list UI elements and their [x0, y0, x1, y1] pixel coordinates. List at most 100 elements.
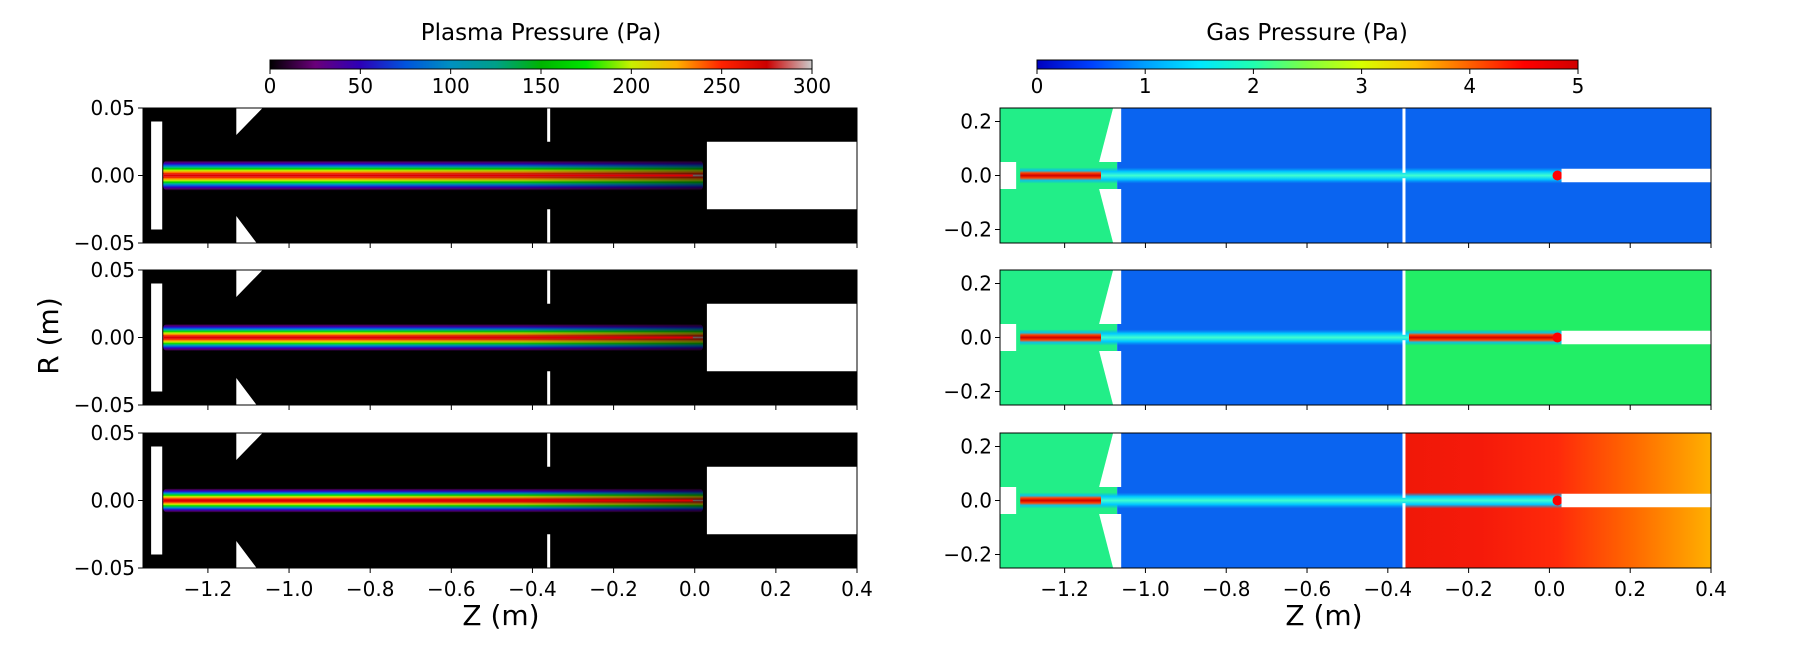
gas-ytick-label: 0.0	[960, 489, 992, 513]
gas-divider-lower	[1402, 340, 1406, 405]
gas-ytick-label: 0.2	[960, 110, 992, 134]
plasma-electrode	[151, 283, 163, 392]
gas-divider-lower	[1402, 178, 1406, 243]
gas-divider-upper	[1402, 108, 1406, 173]
plasma-divider-upper	[547, 433, 551, 467]
plasma-divider-lower	[547, 534, 551, 568]
plasma-xlabel: Z (m)	[462, 599, 539, 632]
gas-xtick-label: 0.4	[1695, 577, 1727, 601]
gas-ytick-label: −0.2	[943, 380, 992, 404]
plasma-target	[706, 466, 857, 535]
plasma-ytick-label: 0.00	[90, 489, 135, 513]
gas-ytick-label: 0.0	[960, 164, 992, 188]
gas-nozzle-lower	[1099, 514, 1122, 568]
plasma-ytick-label: 0.05	[90, 258, 135, 282]
plasma-colorbar-tick-label: 200	[612, 74, 650, 98]
gas-xtick-label: 0.2	[1614, 577, 1646, 601]
gas-stream	[1020, 167, 1562, 184]
gas-hot-spot	[1552, 332, 1563, 343]
gas-xtick-label: −0.2	[1444, 577, 1493, 601]
gas-ytick-label: 0.0	[960, 326, 992, 350]
plasma-colorbar	[269, 59, 813, 70]
gas-column: 0 1 2 3 4 5 −0.2 0.0 0.2 −0.2 0.0 0.2 −0.2 0.0 0.2 −1.2…	[943, 59, 1727, 601]
gas-colorbar-tick-label: 1	[1139, 74, 1152, 98]
plasma-xtick-label: −0.8	[346, 577, 395, 601]
plasma-target	[706, 141, 857, 210]
plasma-divider-upper	[547, 108, 551, 142]
gas-colorbar-tick-label: 0	[1031, 74, 1044, 98]
gas-panel-1: −0.2 0.0 0.2	[943, 107, 1712, 248]
gas-ytick-label: 0.2	[960, 272, 992, 296]
plasma-nozzle-upper	[236, 433, 263, 460]
plasma-title: Plasma Pressure (Pa)	[421, 20, 662, 46]
plasma-nozzle-upper	[236, 108, 263, 135]
plasma-xtick-label: −0.4	[508, 577, 557, 601]
plasma-panel-2: −0.05 0.00 0.05	[74, 258, 858, 417]
plasma-colorbar-tick-label: 50	[348, 74, 373, 98]
gas-xtick-label: −1.0	[1121, 577, 1170, 601]
plasma-xtick-label: −1.2	[184, 577, 233, 601]
plasma-xtick-label: −0.6	[427, 577, 476, 601]
plasma-colorbar-tick-label: 100	[432, 74, 470, 98]
gas-xtick-label: 0.0	[1534, 577, 1566, 601]
gas-target	[1561, 493, 1711, 508]
plasma-colorbar-tick-label: 150	[522, 74, 560, 98]
gas-hot-source	[1020, 170, 1101, 181]
plasma-panel-3: −0.05 0.00 0.05 −1.2 −1.0 −0.8 −0.6 −0.4 −0.2 0.0…	[74, 421, 873, 601]
gas-hot-spot	[1552, 170, 1563, 181]
plasma-electrode	[151, 446, 163, 555]
plasma-nozzle-lower	[236, 378, 257, 405]
gas-divider-upper	[1402, 270, 1406, 335]
ylabel: R (m)	[32, 297, 65, 374]
gas-xtick-label: −0.8	[1202, 577, 1251, 601]
plasma-divider-lower	[547, 371, 551, 405]
plasma-ytick-label: 0.00	[90, 326, 135, 350]
gas-panel-2: −0.2 0.0 0.2	[943, 269, 1712, 410]
plasma-column: 0 50 100 150 200 250 300−0.050.000.05−0.050.00…	[74, 59, 873, 601]
plasma-colorbar-tick-label: 0	[264, 74, 277, 98]
plasma-ytick-label: 0.05	[90, 96, 135, 120]
plasma-nozzle-lower	[236, 216, 257, 243]
gas-divider-upper	[1402, 433, 1406, 498]
gas-stream	[1020, 492, 1562, 509]
plasma-ytick-label: −0.05	[74, 393, 135, 417]
gas-colorbar-tick-label: 3	[1355, 74, 1368, 98]
plasma-colorbar-tick-label: 250	[703, 74, 741, 98]
plasma-ytick-label: 0.00	[90, 164, 135, 188]
plasma-electrode	[151, 121, 163, 230]
gas-xtick-label: −0.4	[1364, 577, 1413, 601]
plasma-divider-lower	[547, 209, 551, 243]
gas-nozzle-lower	[1099, 351, 1122, 405]
plasma-target	[706, 303, 857, 372]
gas-hot-source	[1020, 495, 1101, 506]
gas-target	[1561, 330, 1711, 345]
plasma-panel-1: −0.05 0.00 0.05	[74, 96, 858, 255]
gas-target	[1561, 168, 1711, 183]
plasma-ytick-label: −0.05	[74, 556, 135, 580]
gas-xlabel: Z (m)	[1285, 599, 1362, 632]
gas-nozzle-lower	[1099, 189, 1122, 243]
gas-hot-target	[1408, 332, 1558, 343]
gas-nozzle-upper	[1099, 108, 1122, 162]
plasma-xtick-label: 0.2	[760, 577, 792, 601]
gas-nozzle-upper	[1099, 270, 1122, 324]
gas-electrode	[1000, 162, 1017, 189]
gas-divider-lower	[1402, 503, 1406, 568]
gas-electrode	[1000, 324, 1017, 351]
gas-ytick-label: −0.2	[943, 543, 992, 567]
plasma-ytick-label: −0.05	[74, 231, 135, 255]
plasma-xtick-label: 0.4	[841, 577, 873, 601]
gas-colorbar-tick-label: 2	[1247, 74, 1260, 98]
plasma-xtick-label: 0.0	[679, 577, 711, 601]
plasma-divider-upper	[547, 270, 551, 304]
gas-hot-spot	[1552, 495, 1563, 506]
gas-ytick-label: −0.2	[943, 218, 992, 242]
gas-xtick-label: −0.6	[1283, 577, 1332, 601]
plasma-nozzle-upper	[236, 270, 263, 297]
plasma-ytick-label: 0.05	[90, 421, 135, 445]
gas-electrode	[1000, 487, 1017, 514]
plasma-xtick-label: −0.2	[589, 577, 638, 601]
gas-colorbar-tick-label: 5	[1572, 74, 1585, 98]
plasma-xtick-label: −1.0	[265, 577, 314, 601]
